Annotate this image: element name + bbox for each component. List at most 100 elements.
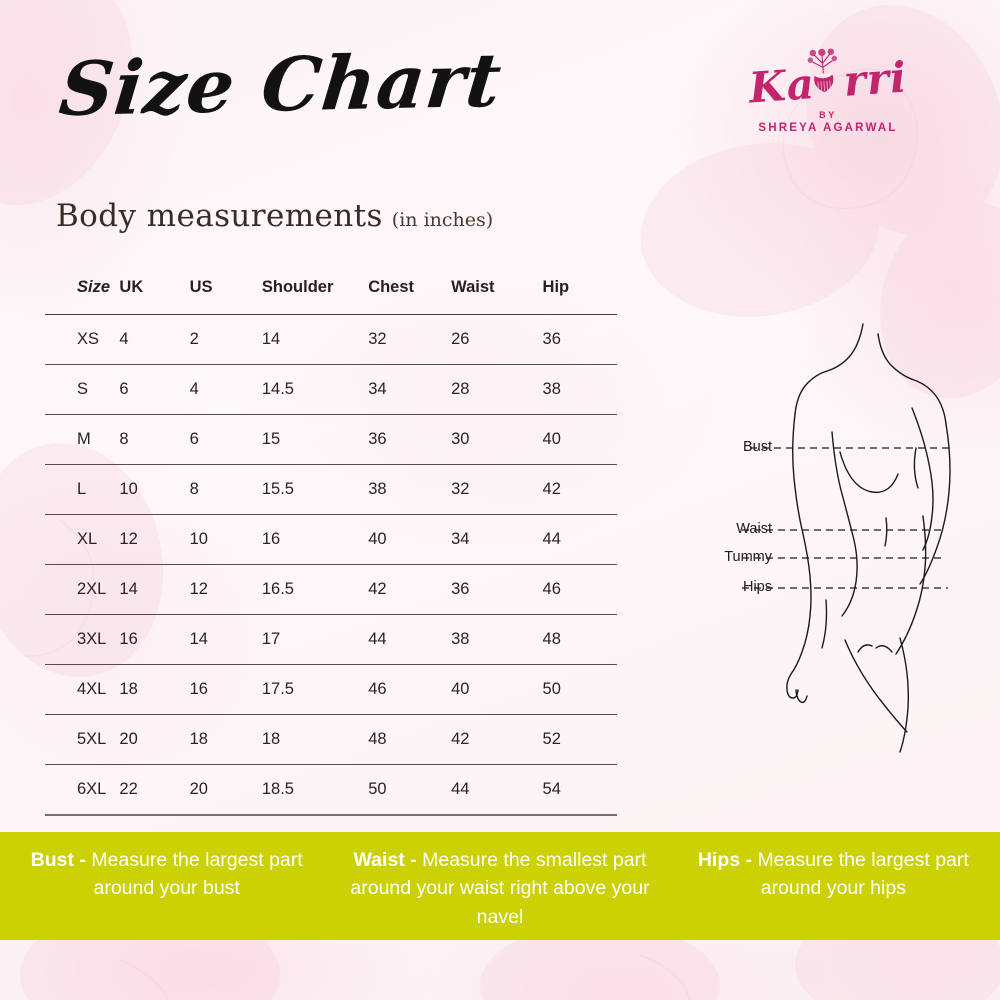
diagram-label-waist: Waist <box>736 521 772 537</box>
instruction-waist-term: Waist - <box>353 849 423 871</box>
cell-size: 5XL <box>77 730 107 748</box>
title-block: Size Chart <box>56 38 506 133</box>
cell-us: 4 <box>189 380 199 398</box>
instruction-hips-text: Measure the largest part around your hip… <box>757 849 969 900</box>
size-table-container: Size UK US Shoulder Chest Waist Hip XS 4 2… <box>45 262 617 816</box>
cell-shoulder: 16 <box>261 530 281 548</box>
cell-chest: 34 <box>368 380 387 398</box>
cell-hip: 46 <box>542 580 561 598</box>
cell-chest: 44 <box>368 630 387 648</box>
table-header-row: Size UK US Shoulder Chest Waist Hip <box>45 262 617 315</box>
cell-uk: 10 <box>119 480 138 498</box>
column-header-chest: Chest <box>368 278 415 296</box>
cell-hip: 36 <box>542 330 561 348</box>
table-row: M 8 6 15 36 30 40 <box>45 415 617 465</box>
instruction-waist: Waist - Measure the smallest part around… <box>333 846 666 931</box>
cell-chest: 40 <box>368 530 387 548</box>
cell-us: 10 <box>189 530 208 548</box>
cell-size: L <box>77 480 87 498</box>
instruction-bust-text: Measure the largest part around your bus… <box>91 849 303 900</box>
cell-size: S <box>77 380 89 398</box>
brand-by-label: BY <box>819 110 837 120</box>
table-row: 5XL 20 18 18 48 42 52 <box>45 715 617 765</box>
cell-waist: 42 <box>451 730 470 748</box>
column-header-shoulder: Shoulder <box>261 278 334 296</box>
cell-us: 8 <box>189 480 199 498</box>
size-table-head: Size UK US Shoulder Chest Waist Hip <box>45 262 617 315</box>
cell-waist: 28 <box>451 380 470 398</box>
cell-waist: 44 <box>451 780 470 798</box>
cell-size: 2XL <box>77 580 107 598</box>
cell-uk: 6 <box>119 380 129 398</box>
body-measurement-diagram: Bust Waist Tummy Hips <box>700 300 1000 820</box>
subtitle: Body measurements <box>56 198 383 234</box>
cell-chest: 38 <box>368 480 387 498</box>
cell-shoulder: 18.5 <box>261 780 294 798</box>
cell-us: 14 <box>189 630 208 648</box>
cell-uk: 22 <box>119 780 138 798</box>
brand-script-post: rri <box>841 52 909 106</box>
size-table: Size UK US Shoulder Chest Waist Hip XS 4 2… <box>45 262 617 816</box>
cell-shoulder: 16.5 <box>261 580 294 598</box>
cell-chest: 50 <box>368 780 387 798</box>
cell-chest: 36 <box>368 430 387 448</box>
instruction-bust: Bust - Measure the largest part around y… <box>0 846 333 903</box>
table-row: 4XL 18 16 17.5 46 40 50 <box>45 665 617 715</box>
cell-uk: 4 <box>119 330 129 348</box>
cell-size: M <box>77 430 91 448</box>
cell-waist: 32 <box>451 480 470 498</box>
cell-us: 20 <box>189 780 208 798</box>
cell-us: 18 <box>189 730 208 748</box>
instruction-hips: Hips - Measure the largest part around y… <box>667 846 1000 903</box>
column-header-hip: Hip <box>542 278 570 296</box>
cell-shoulder: 14.5 <box>261 380 294 398</box>
cell-shoulder: 14 <box>261 330 281 348</box>
cell-size: 3XL <box>77 630 107 648</box>
column-header-waist: Waist <box>451 278 495 296</box>
cell-uk: 12 <box>119 530 138 548</box>
table-row: 2XL 14 12 16.5 42 36 46 <box>45 565 617 615</box>
cell-uk: 16 <box>119 630 138 648</box>
cell-chest: 42 <box>368 580 387 598</box>
cell-hip: 38 <box>542 380 561 398</box>
table-row: S 6 4 14.5 34 28 38 <box>45 365 617 415</box>
measurement-guide-lines <box>742 447 953 589</box>
column-header-us: US <box>189 278 213 296</box>
cell-hip: 42 <box>542 480 561 498</box>
table-row: 6XL 22 20 18.5 50 44 54 <box>45 765 617 815</box>
table-row: L 10 8 15.5 38 32 42 <box>45 465 617 515</box>
table-row: XL 12 10 16 40 34 44 <box>45 515 617 565</box>
column-header-uk: UK <box>119 278 144 296</box>
cell-uk: 20 <box>119 730 138 748</box>
column-header-size: Size <box>77 278 111 296</box>
table-row: 3XL 16 14 17 44 38 48 <box>45 615 617 665</box>
cell-size: XL <box>77 530 98 548</box>
cell-hip: 52 <box>542 730 561 748</box>
measurement-instructions-banner: Bust - Measure the largest part around y… <box>0 832 1000 940</box>
instruction-bust-term: Bust - <box>30 849 92 871</box>
cell-waist: 26 <box>451 330 470 348</box>
cell-chest: 48 <box>368 730 387 748</box>
flower-vase-icon <box>807 48 838 93</box>
cell-chest: 46 <box>368 680 387 698</box>
cell-us: 2 <box>189 330 199 348</box>
cell-size: 6XL <box>77 780 107 798</box>
cell-shoulder: 17 <box>261 630 281 648</box>
cell-hip: 40 <box>542 430 561 448</box>
cell-shoulder: 15 <box>261 430 281 448</box>
diagram-label-tummy: Tummy <box>724 549 772 565</box>
cell-size: 4XL <box>77 680 107 698</box>
cell-uk: 18 <box>119 680 138 698</box>
cell-waist: 34 <box>451 530 470 548</box>
subtitle-row: Body measurements (in inches) <box>56 198 493 234</box>
cell-waist: 38 <box>451 630 470 648</box>
diagram-label-bust: Bust <box>742 439 772 455</box>
brand-script-wordmark: Kaorri <box>747 48 910 112</box>
page-title: Size Chart <box>55 37 506 133</box>
instruction-hips-term: Hips - <box>697 849 758 871</box>
cell-waist: 40 <box>451 680 470 698</box>
size-table-body: XS 4 2 14 32 26 36 S 6 4 14.5 34 28 38 M 8 6 15 36 30 40 L 10 8… <box>45 315 617 815</box>
cell-us: 12 <box>189 580 208 598</box>
cell-waist: 36 <box>451 580 470 598</box>
cell-hip: 48 <box>542 630 561 648</box>
